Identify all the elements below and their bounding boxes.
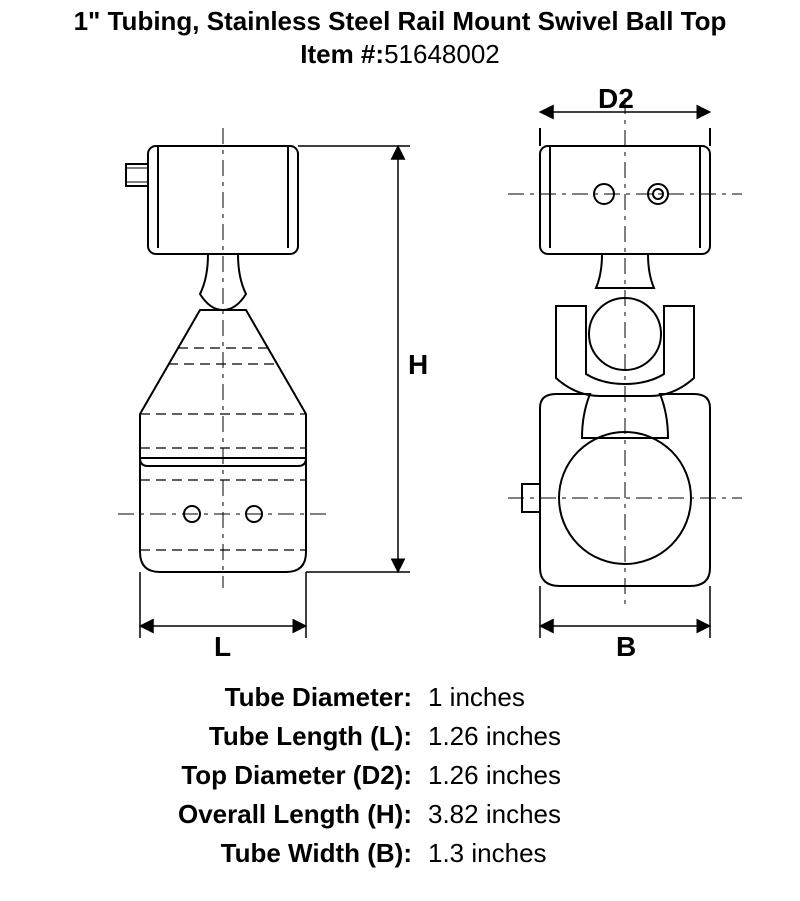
spec-row: Overall Length (H): 3.82 inches <box>110 795 569 834</box>
spec-row: Tube Width (B): 1.3 inches <box>110 834 569 873</box>
item-number: 51648002 <box>384 39 500 69</box>
spec-label: Tube Length (L): <box>110 717 420 756</box>
technical-drawing: H L <box>0 78 800 668</box>
spec-label: Top Diameter (D2): <box>110 756 420 795</box>
spec-row: Tube Length (L): 1.26 inches <box>110 717 569 756</box>
dim-label-b: B <box>616 631 636 662</box>
spec-value: 1 inches <box>420 678 569 717</box>
dim-label-h: H <box>408 349 428 380</box>
dim-label-l: L <box>214 631 231 662</box>
left-view <box>118 128 328 588</box>
right-view <box>508 98 742 604</box>
spec-value: 3.82 inches <box>420 795 569 834</box>
item-line: Item #:51648002 <box>0 37 800 70</box>
spec-label: Tube Diameter: <box>110 678 420 717</box>
spec-table: Tube Diameter: 1 inches Tube Length (L):… <box>110 678 800 873</box>
spec-value: 1.3 inches <box>420 834 569 873</box>
spec-label: Overall Length (H): <box>110 795 420 834</box>
product-title: 1" Tubing, Stainless Steel Rail Mount Sw… <box>0 0 800 37</box>
dim-label-d2: D2 <box>598 83 634 114</box>
item-label: Item #: <box>300 39 384 69</box>
spec-value: 1.26 inches <box>420 756 569 795</box>
spec-label: Tube Width (B): <box>110 834 420 873</box>
spec-row: Top Diameter (D2): 1.26 inches <box>110 756 569 795</box>
spec-value: 1.26 inches <box>420 717 569 756</box>
spec-row: Tube Diameter: 1 inches <box>110 678 569 717</box>
